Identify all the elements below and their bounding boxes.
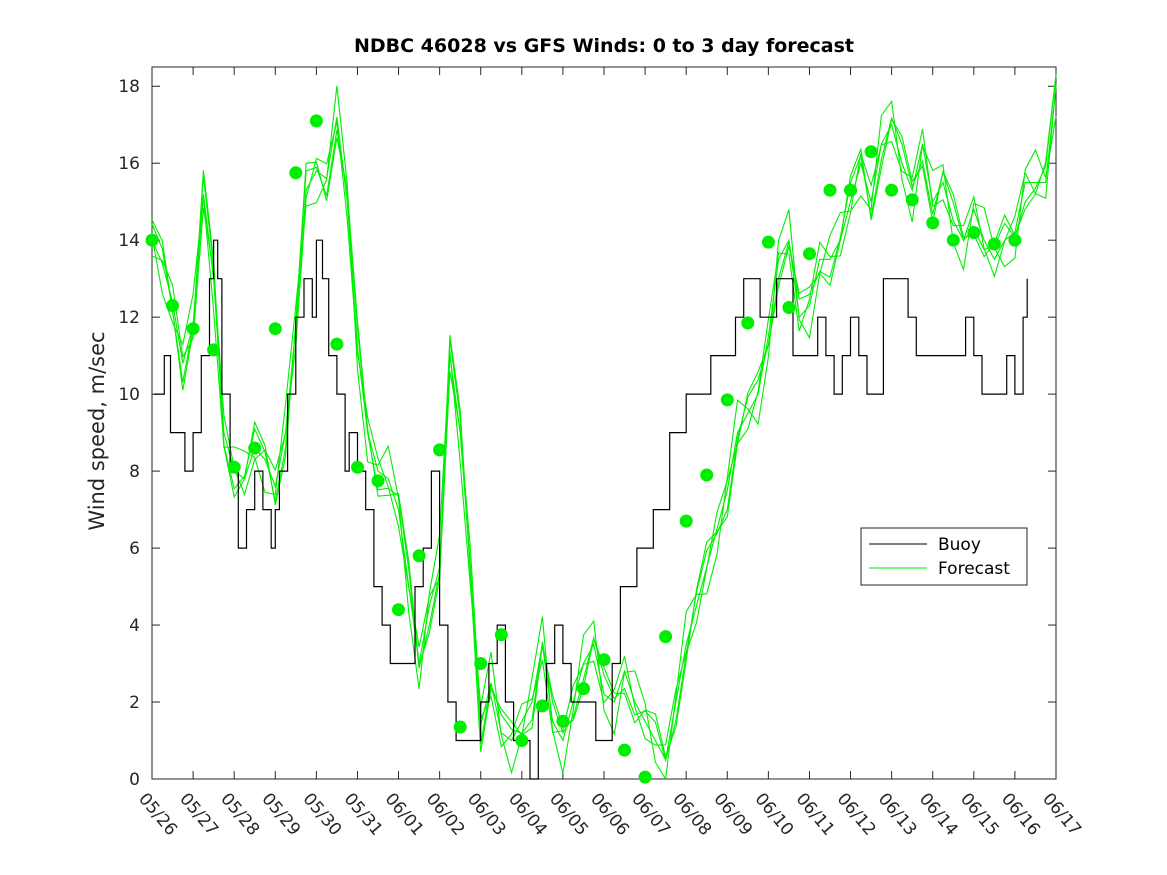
forecast-line: [151, 74, 1057, 759]
y-axis-label: Wind speed, m/sec: [85, 331, 109, 530]
forecast-line: [151, 83, 1057, 748]
forecast-point: [453, 720, 467, 734]
forecast-point: [556, 714, 570, 728]
legend-forecast-label: Forecast: [938, 559, 1010, 579]
forecast-point: [659, 630, 673, 644]
forecast-point: [474, 657, 488, 670]
forecast-point: [597, 653, 611, 667]
y-tick-label: 12: [118, 308, 140, 328]
forecast-point: [186, 322, 200, 336]
forecast-point: [289, 166, 303, 180]
forecast-point: [844, 183, 857, 197]
y-axis: 0 2 4 6 8 10 12 14 16 18: [118, 77, 1056, 790]
y-tick-label: 6: [129, 539, 140, 559]
forecast-point: [392, 603, 405, 617]
forecast-point: [535, 699, 549, 713]
forecast-point: [782, 301, 796, 314]
forecast-point: [412, 549, 426, 563]
forecast-point: [803, 247, 816, 261]
forecast-point: [885, 183, 899, 197]
y-tick-label: 18: [118, 77, 140, 97]
forecast-point: [207, 343, 221, 357]
forecast-point: [1008, 233, 1022, 247]
forecast-point: [946, 233, 960, 247]
forecast-point: [145, 233, 159, 247]
chart-title: NDBC 46028 vs GFS Winds: 0 to 3 day fore…: [354, 35, 854, 57]
y-tick-label: 0: [129, 770, 140, 790]
forecast-point: [741, 316, 755, 330]
forecast-point: [823, 183, 837, 197]
forecast-point: [987, 237, 1001, 251]
forecast-point: [166, 299, 179, 313]
forecast-point: [700, 468, 714, 482]
forecast-point: [309, 114, 323, 128]
forecast-point: [371, 474, 385, 488]
y-tick-label: 4: [129, 616, 140, 636]
forecast-point: [351, 460, 364, 474]
forecast-line: [151, 85, 1057, 781]
forecast-point: [905, 193, 919, 207]
forecast-point: [268, 322, 282, 336]
forecast-point: [679, 514, 693, 528]
buoy-line: [154, 239, 1028, 780]
forecast-point: [227, 460, 241, 474]
forecast-point: [433, 443, 447, 457]
y-tick-label: 8: [129, 462, 140, 482]
forecast-point: [926, 216, 940, 230]
forecast-series: [151, 74, 1057, 781]
legend-buoy-label: Buoy: [938, 535, 981, 555]
y-tick-label: 14: [118, 231, 140, 251]
y-tick-label: 16: [118, 154, 140, 174]
forecast-point: [515, 734, 529, 747]
forecast-point: [720, 393, 734, 407]
forecast-point: [967, 226, 981, 239]
legend-box: [860, 527, 1028, 586]
forecast-point: [494, 628, 508, 642]
forecast-point: [577, 682, 590, 696]
forecast-point: [330, 337, 344, 351]
forecast-point: [248, 441, 262, 455]
y-tick-label: 10: [118, 385, 140, 405]
buoy-series: [154, 239, 1028, 780]
legend: Buoy Forecast: [860, 527, 1028, 586]
forecast-point: [618, 743, 631, 757]
forecast-markers: [145, 114, 1022, 784]
y-tick-label: 2: [129, 693, 140, 713]
forecast-point: [638, 770, 652, 784]
forecast-point: [761, 235, 775, 249]
forecast-point: [864, 145, 878, 159]
